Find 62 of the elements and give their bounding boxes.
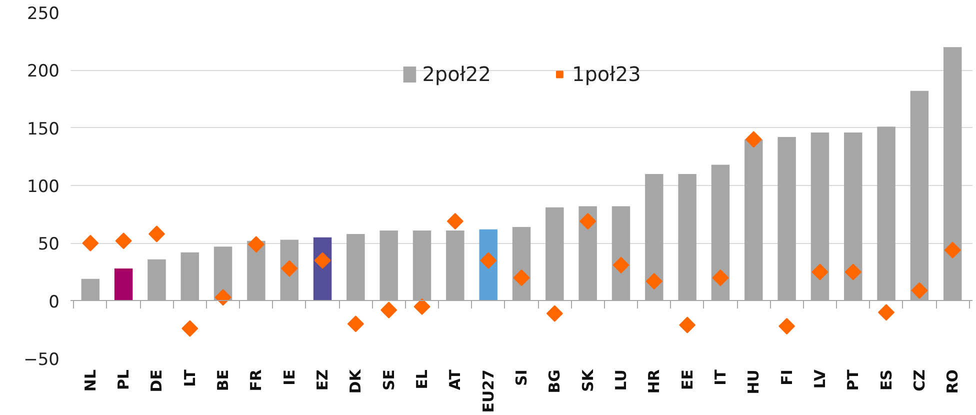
x-tick-label: SE bbox=[380, 369, 398, 391]
x-tick-label: EZ bbox=[314, 369, 332, 391]
point bbox=[546, 305, 563, 322]
point bbox=[812, 264, 828, 280]
legend-label: 1poł23 bbox=[572, 62, 641, 86]
x-tick-label: CZ bbox=[910, 369, 928, 392]
x-tick-label: PT bbox=[844, 368, 862, 391]
x-tick-label: IT bbox=[711, 368, 730, 386]
legend-label: 2poł22 bbox=[422, 62, 491, 86]
x-tick-label: LV bbox=[810, 369, 829, 389]
point bbox=[347, 316, 364, 332]
point bbox=[646, 272, 662, 290]
y-tick-label: 150 bbox=[27, 119, 60, 140]
x-tick-label: DE bbox=[148, 369, 166, 392]
y-tick-label: 50 bbox=[38, 234, 60, 255]
y-tick-label: 200 bbox=[27, 62, 60, 82]
x-tick-label: ES bbox=[877, 369, 896, 391]
x-tick-label: FR bbox=[247, 369, 266, 392]
point bbox=[480, 252, 497, 269]
point bbox=[148, 226, 165, 242]
point bbox=[446, 212, 464, 230]
x-tick-label: PL bbox=[114, 369, 133, 390]
y-tick-label: 100 bbox=[27, 177, 60, 197]
point bbox=[778, 318, 796, 334]
x-tick-label: HR bbox=[645, 369, 664, 394]
point bbox=[248, 236, 264, 253]
x-tick-label: AT bbox=[446, 368, 464, 390]
x-tick-label: BE bbox=[214, 369, 232, 392]
point bbox=[580, 212, 596, 230]
point bbox=[414, 298, 430, 315]
point bbox=[712, 269, 729, 286]
x-tick-label: HU bbox=[744, 370, 763, 394]
x-tick-label: BG bbox=[546, 369, 564, 394]
point bbox=[513, 269, 530, 286]
point bbox=[612, 256, 630, 274]
point bbox=[844, 264, 862, 280]
x-tick-label: SK bbox=[578, 368, 597, 392]
y-tick-label: −50 bbox=[24, 350, 60, 370]
x-tick-label: EU27 bbox=[479, 369, 498, 413]
x-tick-label: IE bbox=[280, 370, 298, 386]
x-tick-label: LT bbox=[180, 368, 199, 387]
y-tick-label: 250 bbox=[27, 4, 60, 24]
x-tick-label: EL bbox=[413, 369, 432, 390]
x-tick-label: RO bbox=[944, 369, 962, 394]
point bbox=[82, 234, 99, 252]
point bbox=[944, 242, 961, 258]
x-tick-label: NL bbox=[81, 369, 100, 392]
x-tick-label: DK bbox=[346, 368, 365, 394]
x-tick-label: SI bbox=[512, 369, 530, 386]
point bbox=[380, 302, 398, 318]
point bbox=[214, 289, 232, 306]
point bbox=[878, 304, 895, 321]
x-tick-label: FI bbox=[778, 370, 796, 386]
point bbox=[911, 282, 928, 299]
point bbox=[745, 131, 762, 148]
point bbox=[115, 232, 132, 250]
bar bbox=[114, 268, 133, 301]
x-tick-label: EE bbox=[678, 369, 696, 390]
point bbox=[182, 320, 198, 337]
point bbox=[679, 316, 696, 334]
y-tick-label: 0 bbox=[48, 292, 60, 312]
x-tick-label: LU bbox=[612, 369, 630, 391]
